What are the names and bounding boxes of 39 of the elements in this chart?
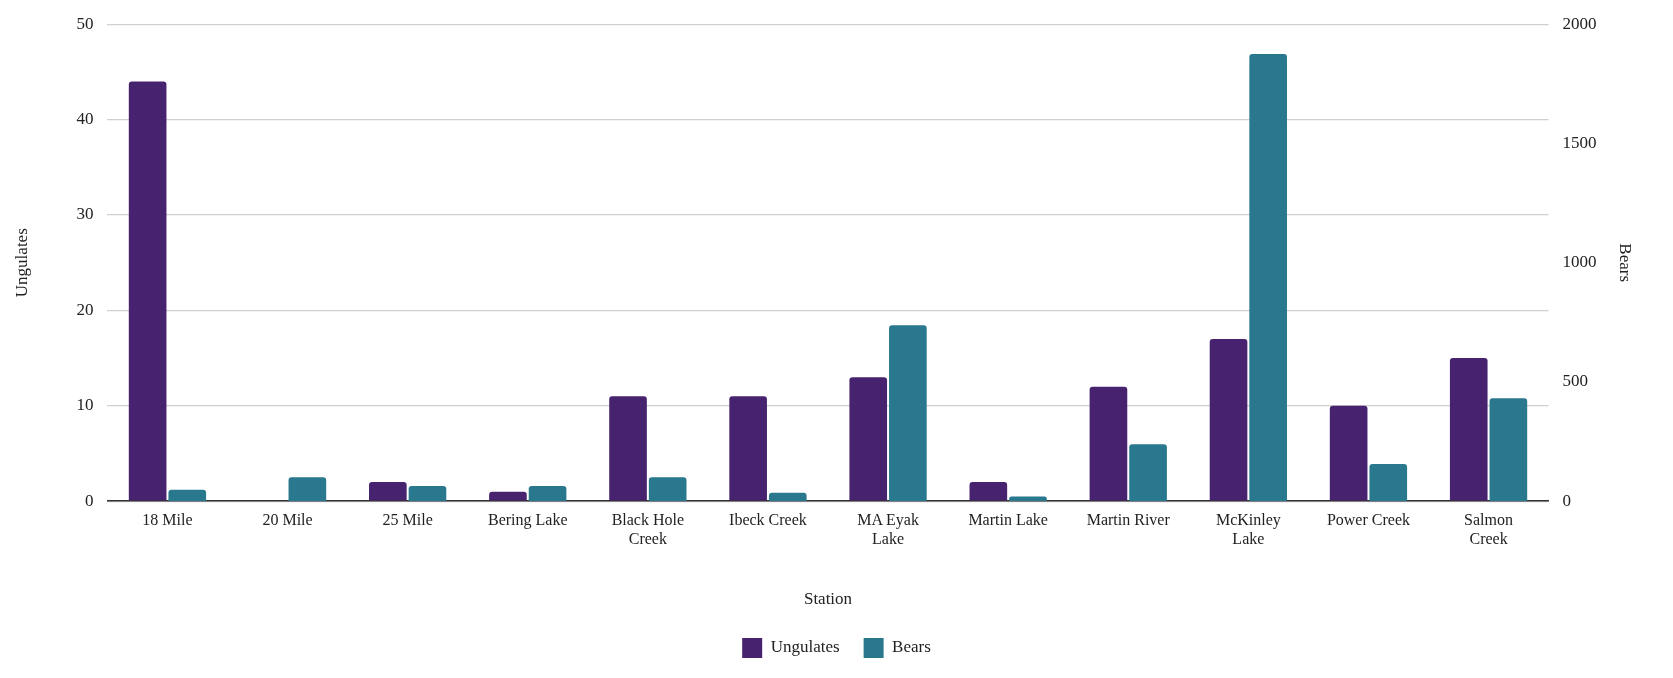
x-tick-label: Bering Lake bbox=[487, 511, 568, 529]
x-tick-label: Power Creek bbox=[1326, 511, 1410, 528]
y-tick-label: 10 bbox=[76, 395, 94, 415]
bar bbox=[1089, 386, 1128, 501]
bar bbox=[288, 477, 327, 502]
bar bbox=[648, 477, 687, 502]
y2-tick-label: 2000 bbox=[1562, 13, 1597, 33]
x-tick-label: 18 Mile bbox=[142, 511, 193, 528]
y-tick-label: 20 bbox=[76, 299, 94, 319]
x-axis-title: Station bbox=[803, 589, 853, 609]
y-tick-label: 50 bbox=[76, 13, 94, 33]
y-tick-label: 0 bbox=[84, 490, 94, 510]
bar bbox=[768, 492, 807, 502]
x-tick-label: Salmon Creek bbox=[1464, 511, 1513, 548]
legend-label: Ungulates bbox=[770, 637, 840, 657]
bar bbox=[1329, 405, 1368, 501]
y2-axis-title: Bears bbox=[1616, 243, 1636, 283]
x-tick-label: McKinley Lake bbox=[1215, 511, 1281, 548]
x-tick-label: Martin Lake bbox=[968, 511, 1048, 528]
x-tick-label: 20 Mile bbox=[262, 511, 313, 528]
bar bbox=[969, 482, 1008, 501]
x-tick-label: 25 Mile bbox=[382, 511, 433, 528]
x-tick-label: Black Hole Creek bbox=[611, 511, 685, 548]
bar bbox=[729, 396, 767, 501]
y2-tick-label: 0 bbox=[1562, 490, 1572, 510]
bar bbox=[128, 81, 167, 501]
legend-label: Bears bbox=[892, 637, 931, 657]
bar bbox=[609, 396, 647, 501]
y-tick-label: 30 bbox=[76, 204, 94, 224]
y2-tick-label: 1500 bbox=[1562, 132, 1597, 152]
x-tick-label: Ibeck Creek bbox=[729, 511, 807, 528]
x-tick-label: MA Eyak Lake bbox=[857, 511, 919, 548]
y2-tick-label: 1000 bbox=[1562, 252, 1597, 272]
y-tick-label: 40 bbox=[76, 109, 94, 129]
y2-tick-label: 500 bbox=[1562, 371, 1589, 391]
bar bbox=[1249, 54, 1287, 502]
x-tick-label: Martin River bbox=[1086, 511, 1171, 528]
bar bbox=[168, 489, 207, 502]
y-axis-title: Ungulates bbox=[11, 228, 31, 298]
